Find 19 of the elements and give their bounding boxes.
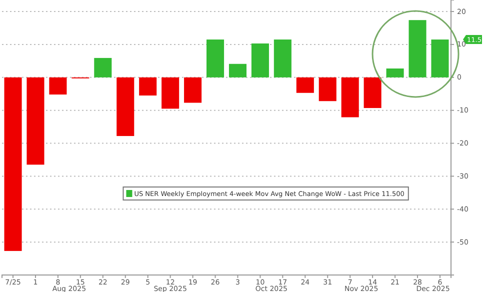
bar [206,40,224,78]
bar [26,77,44,165]
bar [116,77,134,136]
bar [94,58,112,78]
bar [4,77,22,251]
bar [364,77,382,108]
bar [162,77,180,109]
bar [296,77,314,93]
bar [431,40,449,78]
bar [228,64,246,78]
bar [274,40,292,78]
bar [184,77,202,103]
bar [49,77,67,95]
bar [386,68,404,78]
bar [139,77,157,96]
bar [408,20,426,78]
bar [251,43,269,78]
bar [341,77,359,118]
bar [318,77,336,102]
